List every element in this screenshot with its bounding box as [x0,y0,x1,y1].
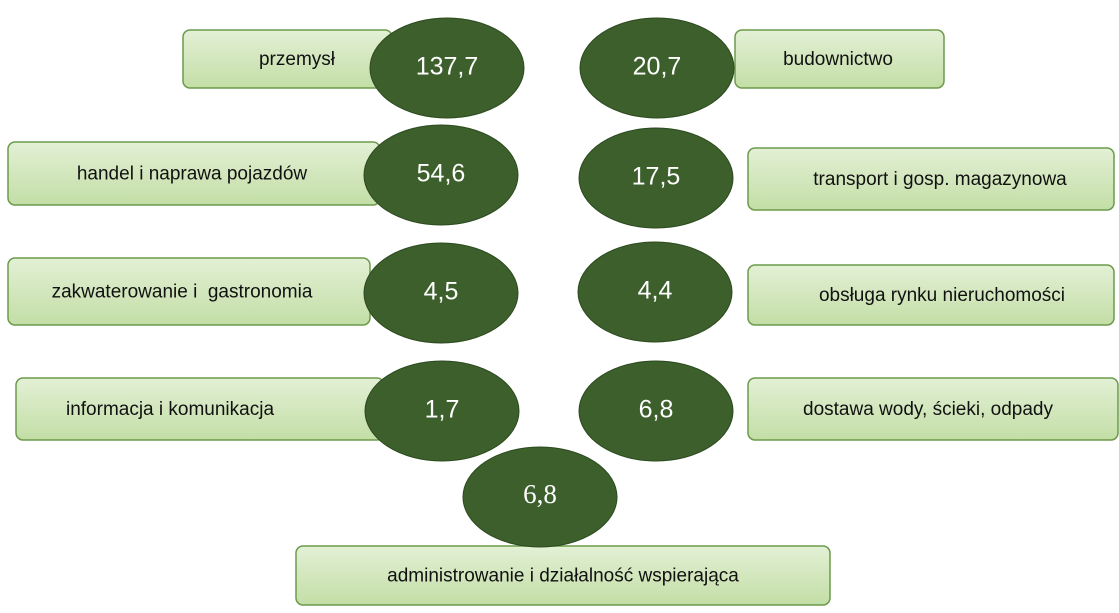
value-oval [579,17,735,119]
item-label: dostawa wody, ścieki, odpady [803,399,1053,420]
value-oval [578,127,734,229]
item-label: obsługa rynku nieruchomości [819,285,1065,306]
item-label: przemysł [259,49,336,70]
item-value: 54,6 [417,160,466,188]
value-oval [363,242,519,344]
value-ovals: 137,7 20,7 54,6 17,5 4,5 4,4 1,7 6,8 6,8 [363,17,735,548]
item-value: 1,7 [425,396,460,424]
item-value: 6,8 [523,479,557,509]
item-label: budownictwo [783,49,893,70]
item-label: administrowanie i działalność wspierając… [387,566,739,587]
value-oval [363,124,519,226]
item-value: 6,8 [639,396,674,424]
label-box [747,147,1115,211]
item-label: informacja i komunikacja [66,399,274,420]
value-oval [369,17,525,119]
value-oval [364,360,520,462]
label-box [295,545,831,606]
value-oval [577,241,733,343]
item-value: 17,5 [632,163,681,191]
item-value: 4,4 [638,277,673,305]
label-box [747,264,1115,326]
item-label: handel i naprawa pojazdów [77,164,308,185]
value-oval [462,446,618,548]
label-box [734,29,945,89]
label-boxes: przemysł budownictwo handel i naprawa poja… [7,29,1119,606]
item-label: zakwaterowanie i gastronomia [52,282,313,303]
item-value: 4,5 [424,278,459,306]
value-oval [578,360,734,462]
label-box [747,377,1119,441]
item-value: 20,7 [633,53,682,81]
item-label: transport i gosp. magazynowa [813,169,1067,190]
item-value: 137,7 [416,53,479,81]
